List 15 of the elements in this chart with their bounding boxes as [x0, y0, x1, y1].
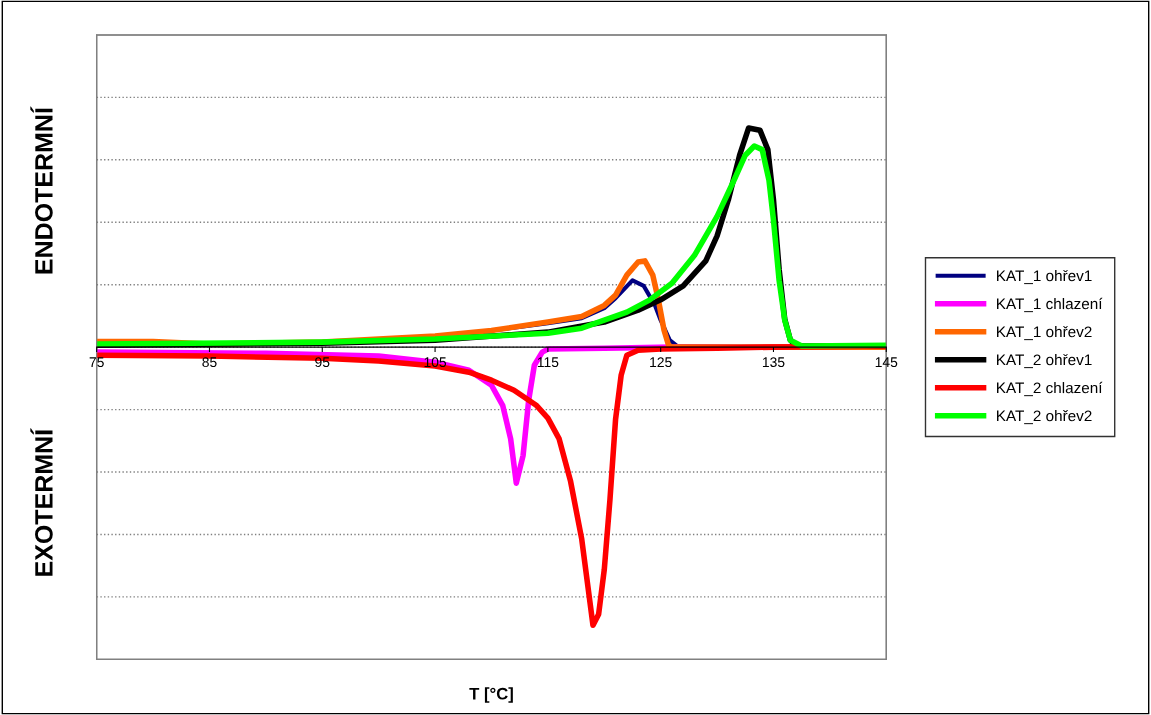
- x-tick-label: 115: [537, 357, 559, 368]
- x-tick-label: 145: [875, 357, 898, 368]
- legend-label: KAT_1 chlazení: [997, 297, 1103, 313]
- x-tick-label: 85: [202, 357, 217, 368]
- x-tick-label: 75: [89, 357, 104, 368]
- legend-label: KAT_1 ohřev2: [997, 325, 1092, 341]
- x-axis-title: T [°C]: [469, 687, 513, 703]
- x-tick-label: 135: [762, 357, 785, 368]
- legend-label: KAT_2 ohřev2: [997, 409, 1092, 425]
- x-tick-label: 125: [650, 357, 672, 368]
- text: EXOTERMNÍ: [30, 428, 53, 576]
- legend-label: KAT_2 chlazení: [997, 381, 1103, 397]
- legend-label: KAT_2 ohřev1: [997, 353, 1092, 369]
- legend-label: KAT_1 ohřev1: [997, 269, 1092, 285]
- text: ENDOTERMNÍ: [30, 106, 53, 274]
